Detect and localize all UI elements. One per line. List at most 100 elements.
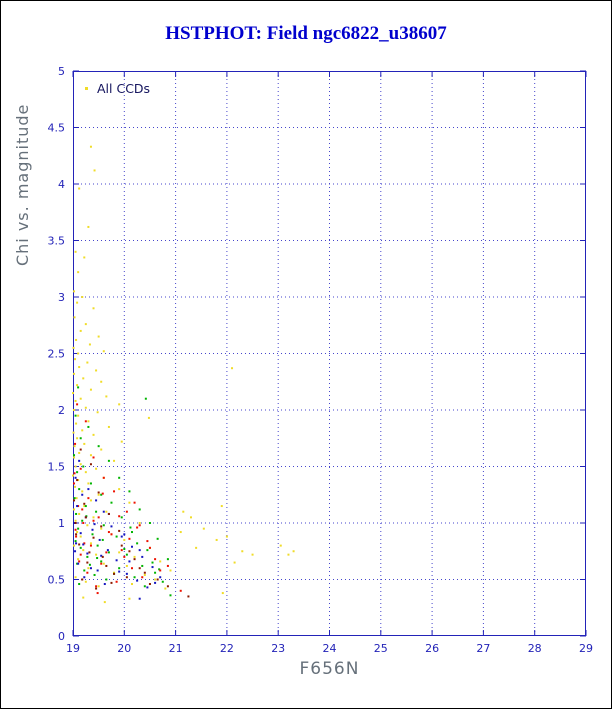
series-ccd-yellow [72,145,295,604]
data-point [189,516,192,519]
data-point [105,395,108,398]
data-point [83,569,86,572]
data-point [73,497,76,500]
data-point [118,403,121,406]
data-point [120,549,123,552]
plot-area: 19 20 21 22 23 24 25 26 27 28 29 0 0.5 1 1.5 2 2.5 3 3.5 4 4… [48,65,594,655]
data-point [75,542,78,545]
data-point [96,411,99,414]
data-point [79,553,82,556]
data-point [73,456,76,459]
data-point [120,516,123,519]
data-point [110,533,113,536]
data-point [97,335,100,338]
data-point [110,581,113,584]
data-point [133,576,136,579]
data-point [105,510,108,513]
data-point [97,585,100,588]
data-point [89,542,92,545]
data-point [82,465,85,468]
data-point [98,538,101,541]
y-tick-label: 0 [58,630,65,643]
data-point [82,543,85,546]
data-point [86,524,89,527]
data-point [73,482,76,485]
data-point [78,366,81,369]
data-point [166,558,169,561]
y-tick-label: 3.5 [48,235,66,248]
data-point [83,505,86,508]
data-point [97,493,100,496]
data-point [85,515,88,518]
data-point [113,490,116,493]
data-point [125,510,128,513]
data-point [76,384,79,387]
data-point [93,169,96,172]
data-point [77,386,80,389]
x-axis-label: F656N [299,659,360,679]
data-point [72,474,74,477]
data-point [120,535,123,538]
y-tick-label: 0.5 [48,574,66,587]
data-point [154,578,157,581]
data-point [166,564,169,567]
data-point [83,502,86,505]
data-point [74,519,77,522]
data-point [73,499,76,502]
data-point [118,515,121,518]
data-point [76,531,79,534]
data-point [105,564,108,567]
data-point [77,352,80,355]
x-tick-label: 23 [271,642,285,655]
data-point [74,414,77,417]
data-point [76,301,79,304]
data-point [138,508,141,511]
data-point [77,562,80,565]
data-point [118,570,121,573]
data-point [93,523,96,526]
data-point [120,544,123,547]
data-point [75,422,78,425]
chart-title: HSTPHOT: Field ngc6822_u38607 [165,23,447,44]
data-point [106,549,109,552]
data-point [166,585,169,588]
data-point [113,571,116,574]
data-point [78,512,81,515]
data-point [74,442,77,445]
data-point [95,585,98,588]
data-point [95,499,98,502]
data-point [107,425,110,428]
data-point [84,516,87,519]
data-point [86,571,89,574]
data-point [89,499,92,502]
data-point [123,555,126,558]
legend-label: All CCDs [97,81,151,96]
data-point [220,505,223,508]
x-tick-label: 19 [66,642,80,655]
data-point [72,346,75,349]
data-point [187,595,190,598]
data-point [79,448,82,451]
data-point [101,492,104,495]
data-point [81,519,84,522]
data-point [89,388,92,391]
data-point [148,546,151,549]
data-point [233,561,236,564]
data-point [169,594,172,597]
data-point [103,601,106,604]
data-point [77,527,80,530]
data-point [86,552,89,555]
data-point [87,567,90,570]
data-point [123,533,126,536]
data-point [128,597,131,600]
data-point [89,145,92,148]
data-point [81,429,84,432]
data-point [95,587,98,590]
data-point [95,553,98,556]
data-point [74,550,77,553]
data-point [158,568,161,571]
data-point [73,316,76,319]
data-point [179,531,182,534]
data-point [89,454,92,457]
y-tick-label: 2.5 [48,348,66,361]
